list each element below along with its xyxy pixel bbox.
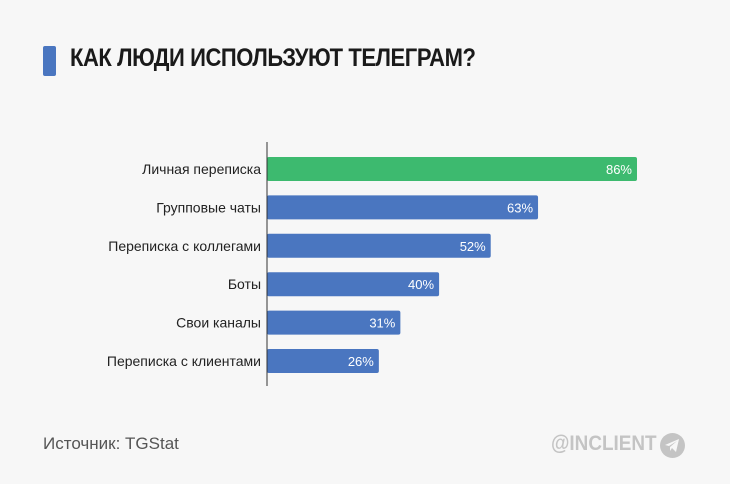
bar xyxy=(267,349,379,373)
source-note: Источник: TGStat xyxy=(43,434,179,453)
telegram-icon xyxy=(660,433,685,458)
value-label: 63% xyxy=(507,200,533,215)
category-label: Личная переписка xyxy=(142,161,261,177)
bar xyxy=(267,272,440,297)
category-label: Переписка с клиентами xyxy=(107,353,261,369)
value-label: 40% xyxy=(408,277,434,292)
value-label: 26% xyxy=(348,354,374,369)
category-label: Боты xyxy=(228,276,261,292)
value-label: 31% xyxy=(369,316,395,331)
category-label: Групповые чаты xyxy=(156,199,261,215)
category-label: Переписка с коллегами xyxy=(108,238,261,254)
value-label: 86% xyxy=(606,162,632,177)
title-accent-bar xyxy=(43,46,56,76)
chart-title: КАК ЛЮДИ ИСПОЛЬЗУЮТ ТЕЛЕГРАМ? xyxy=(70,44,476,72)
category-label: Свои каналы xyxy=(176,315,261,331)
brand-logo: @INCLIENT xyxy=(551,432,657,455)
value-label: 52% xyxy=(460,239,486,254)
bar xyxy=(267,157,637,181)
bar xyxy=(267,310,401,335)
bar xyxy=(267,195,539,220)
bar xyxy=(267,233,491,258)
